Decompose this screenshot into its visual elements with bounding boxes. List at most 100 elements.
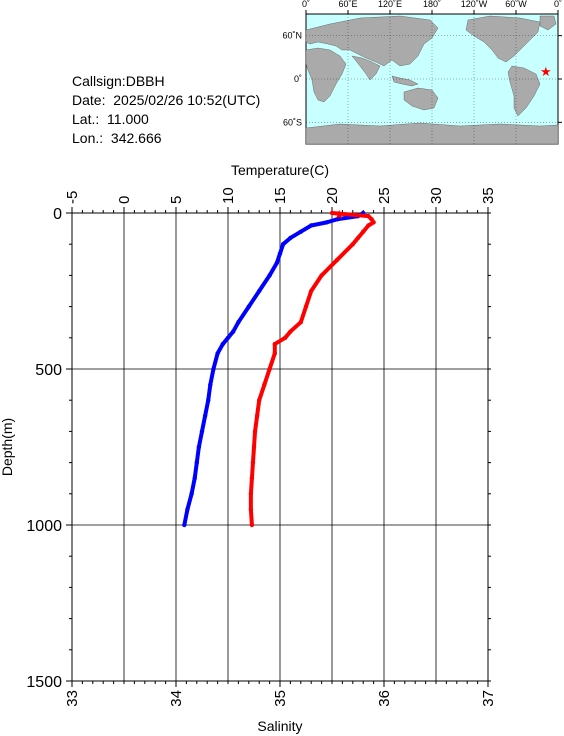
salinity-point xyxy=(309,288,314,294)
salinity-point xyxy=(251,444,257,450)
salinity-point xyxy=(350,242,355,247)
lon-label: Lon.: xyxy=(72,130,104,146)
temperature-point xyxy=(277,251,283,256)
temperature-point xyxy=(298,229,303,234)
temperature-point xyxy=(199,429,205,434)
salinity-point xyxy=(249,522,255,528)
land-india xyxy=(351,55,381,81)
temperature-point xyxy=(309,223,314,228)
temperature-point xyxy=(220,341,225,347)
salinity-point xyxy=(257,398,262,403)
salinity-point xyxy=(329,210,335,216)
salinity-point xyxy=(369,217,374,222)
temperature-point xyxy=(208,382,213,387)
map-lon-labels: 0˚ 60˚E 120˚E 180˚ 120˚W 60˚W 0˚ xyxy=(302,0,562,9)
salinity-point xyxy=(303,304,309,309)
salinity-point xyxy=(366,223,371,228)
temperature-point xyxy=(267,273,272,278)
depth-axis-label: Depth(m) xyxy=(0,418,15,476)
date-label: Date: xyxy=(72,92,106,108)
callsign-label: Callsign: xyxy=(72,73,126,89)
map-lat-label: 60˚N xyxy=(282,31,302,41)
series-layer: ★ xyxy=(182,207,376,528)
temperature-point xyxy=(225,335,231,340)
temperature-tick-label: 5 xyxy=(168,196,185,204)
map-lon-label: 180˚ xyxy=(423,0,441,9)
temperature-point xyxy=(182,522,187,528)
land-africa xyxy=(305,47,347,103)
salinity-point xyxy=(249,476,255,481)
salinity-point xyxy=(267,366,272,372)
temperature-tick-label: 15 xyxy=(272,187,289,204)
salinity-point xyxy=(319,273,324,278)
temperature-point xyxy=(202,413,208,418)
temperature-point xyxy=(274,260,280,266)
temperature-point xyxy=(192,476,197,481)
temperature-point xyxy=(231,329,236,334)
temperature-point xyxy=(189,491,194,496)
salinity-point xyxy=(335,257,340,262)
temperature-point xyxy=(194,460,199,465)
lat-label: Lat.: xyxy=(72,111,100,127)
temperature-tick-label: -5 xyxy=(64,191,81,204)
date-value: 2025/02/26 10:52(UTC) xyxy=(113,92,261,108)
temperature-point xyxy=(196,444,202,450)
temperature-tick-label: 35 xyxy=(480,187,497,204)
temperature-point xyxy=(185,507,190,512)
map-ticks xyxy=(305,10,562,123)
temperature-point xyxy=(215,351,220,356)
surface-marker: ★ xyxy=(333,207,345,222)
land-indonesia xyxy=(391,75,419,87)
callsign-value: DBBH xyxy=(125,73,165,89)
salinity-tick-label: 37 xyxy=(480,690,497,707)
salinity-tick-label: 36 xyxy=(376,690,393,707)
station-marker: ★ xyxy=(540,64,552,79)
map-lat-label: 0˚ xyxy=(294,74,302,84)
temperature-point xyxy=(211,366,216,372)
map-lon-label: 120˚W xyxy=(461,0,488,9)
map-lon-label: 120˚E xyxy=(378,0,402,9)
salinity-point xyxy=(355,235,361,241)
salinity-point xyxy=(250,460,256,465)
map-lat-label: 60˚S xyxy=(283,117,302,127)
temperature-point xyxy=(280,242,286,247)
temperature-tick-label: 20 xyxy=(324,187,341,204)
salinity-point xyxy=(252,429,258,434)
grid-layer xyxy=(72,213,488,681)
salinity-axis-label: Salinity xyxy=(257,718,302,734)
temperature-point xyxy=(246,304,251,309)
salinity-point xyxy=(262,382,267,387)
land-eurasia xyxy=(305,15,439,67)
salinity-profile-line xyxy=(248,211,376,526)
salinity-point xyxy=(371,220,376,225)
callsign-row: Callsign:DBBH xyxy=(72,72,260,91)
land-south-america xyxy=(507,65,541,117)
temperature-tick-label: 0 xyxy=(116,196,133,204)
depth-tick-label: 500 xyxy=(35,362,62,379)
lon-row: Lon.: 342.666 xyxy=(72,129,260,148)
temperature-point xyxy=(324,220,329,225)
temperature-point xyxy=(236,320,241,325)
land-greenland xyxy=(539,15,557,31)
temperature-axis-label: Temperature(C) xyxy=(231,162,329,178)
map-lon-label: 60˚W xyxy=(505,0,527,9)
salinity-point xyxy=(254,413,260,418)
map-lon-label: 60˚E xyxy=(338,0,357,9)
salinity-tick-label: 35 xyxy=(272,690,289,707)
temperature-point xyxy=(206,398,211,403)
salinity-point xyxy=(298,320,303,325)
salinity-tick-label: 34 xyxy=(168,690,185,707)
land-australia xyxy=(403,87,439,111)
depth-tick-label: 1000 xyxy=(26,518,62,535)
station-info: Callsign:DBBH Date: 2025/02/26 10:52(UTC… xyxy=(72,72,260,148)
depth-tick-label: 0 xyxy=(53,206,62,223)
salinity-point xyxy=(366,213,371,219)
map-lat-labels: 60˚N 0˚ 60˚S xyxy=(282,31,302,128)
map-land xyxy=(305,15,559,145)
salinity-point xyxy=(272,341,277,347)
map-graticule xyxy=(306,14,558,144)
temperature-tick-label: 25 xyxy=(376,187,393,204)
temperature-point xyxy=(288,235,293,241)
